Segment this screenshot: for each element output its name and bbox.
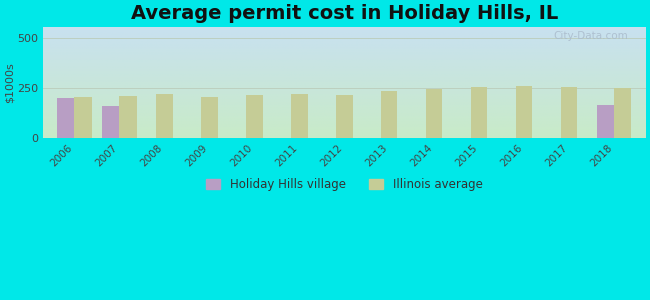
Bar [471,87,488,138]
Bar [291,94,307,138]
Title: Average permit cost in Holiday Hills, IL: Average permit cost in Holiday Hills, IL [131,4,558,23]
Bar [102,106,120,138]
Bar [57,98,75,138]
Bar [561,87,577,138]
Bar [75,97,92,138]
Bar [156,94,172,138]
Bar [614,88,631,138]
Bar [246,95,263,138]
Bar [597,105,614,138]
Bar [336,95,352,138]
Bar [382,91,398,138]
Y-axis label: $1000s: $1000s [4,62,14,103]
Bar [516,86,532,138]
Bar [426,88,443,138]
Text: City-Data.com: City-Data.com [553,31,628,41]
Bar [120,96,136,138]
Bar [202,97,218,138]
Legend: Holiday Hills village, Illinois average: Holiday Hills village, Illinois average [202,173,488,196]
